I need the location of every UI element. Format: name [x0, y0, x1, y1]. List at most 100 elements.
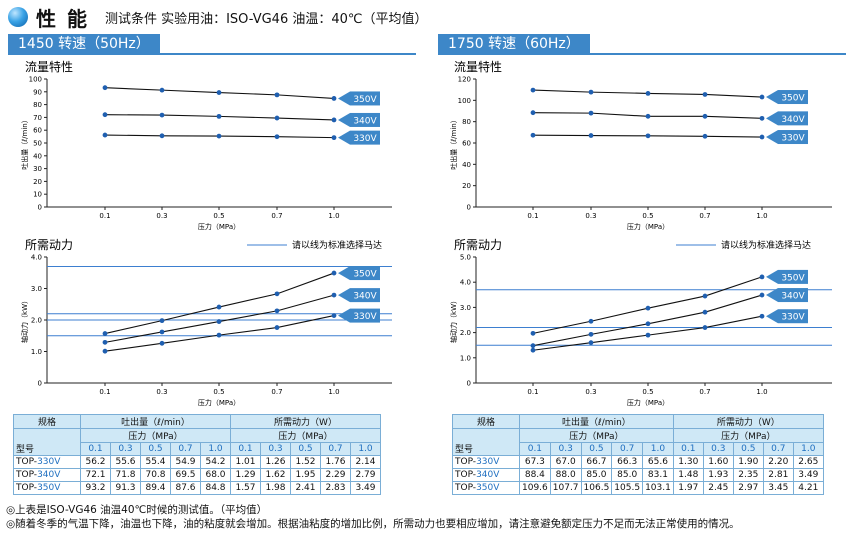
data-point — [759, 292, 765, 298]
data-point — [159, 329, 165, 335]
power-cell: 1.93 — [702, 468, 734, 482]
power-cell: 1.52 — [290, 455, 321, 469]
flow-cell: 89.4 — [140, 481, 171, 495]
x-tick-label: 0.5 — [642, 212, 653, 220]
flow-cell: 109.6 — [519, 481, 551, 495]
power-cell: 1.48 — [672, 468, 704, 482]
data-point — [216, 90, 222, 95]
model-cell: TOP-350V — [452, 481, 520, 495]
power-cell: 2.81 — [762, 468, 794, 482]
spec-table-50hz: 规格 吐出量（ℓ/min） 所需动力（W） 型号 压力（MPa） 压力（MPa） 0.1 0.… — [13, 414, 381, 495]
pressure-value: 0.1 — [519, 442, 551, 456]
flow-cell: 55.6 — [110, 455, 141, 469]
x-tick-label: 1.0 — [756, 388, 767, 396]
data-point — [159, 340, 165, 346]
series-label: 350V — [781, 94, 805, 104]
data-point — [530, 87, 536, 93]
x-tick-label: 0.1 — [99, 388, 110, 396]
data-point — [645, 321, 651, 327]
pressure-value: 0.5 — [732, 442, 764, 456]
pressure-value: 0.5 — [140, 442, 171, 456]
y-axis-label: 轴动力（kW） — [20, 297, 29, 343]
data-point — [216, 133, 222, 139]
data-point — [702, 133, 708, 139]
spec-header-spacer: 型号 — [13, 428, 81, 456]
series-label-pointer — [338, 266, 350, 281]
flow-cell: 107.7 — [549, 481, 582, 495]
data-point — [702, 309, 708, 315]
y-tick-label: 0 — [38, 380, 42, 388]
y-tick-label: 20 — [462, 182, 471, 190]
flow-cell: 106.5 — [580, 481, 613, 495]
data-point — [588, 110, 594, 116]
flow-cell: 72.1 — [80, 468, 111, 482]
series-line — [532, 294, 763, 347]
flow-cell: 85.0 — [580, 468, 613, 482]
flow-cell: 85.0 — [611, 468, 644, 482]
data-point — [759, 115, 765, 121]
table-header-row: 规格 吐出量（ℓ/min） 所需动力（W） — [13, 414, 381, 429]
flow-cell: 84.8 — [200, 481, 231, 495]
y-tick-label: 30 — [33, 165, 42, 173]
model-cell: TOP-340V — [13, 468, 81, 482]
table-header-row: 型号 压力（MPa） 压力（MPa） — [452, 428, 824, 456]
power-cell: 2.79 — [350, 468, 381, 482]
data-point — [216, 113, 222, 119]
flow-cell: 66.7 — [580, 455, 613, 469]
x-tick-label: 0.3 — [156, 388, 167, 396]
flow-cell: 67.3 — [519, 455, 551, 469]
flow-cell: 65.6 — [642, 455, 674, 469]
spec-header: 规格 — [452, 414, 520, 429]
series-label-pointer — [766, 130, 778, 145]
power-cell: 1.98 — [260, 481, 291, 495]
model-prefix: TOP- — [455, 457, 477, 467]
y-tick-label: 40 — [462, 161, 471, 169]
x-tick-label: 0.1 — [527, 388, 538, 396]
series-label-pointer — [338, 308, 350, 323]
x-tick-label: 0.5 — [213, 212, 224, 220]
pressure-value: 0.7 — [611, 442, 644, 456]
chart-title: 所需动力 — [25, 238, 73, 252]
table-row: TOP-340V 88.4 88.0 85.0 85.0 83.1 1.48 1.93 2.35… — [452, 468, 824, 482]
pressure-header: 压力（MPa） — [519, 428, 674, 443]
pressure-value: 0.5 — [580, 442, 613, 456]
series-label: 330V — [781, 134, 805, 144]
panel-divider-60hz — [438, 53, 846, 55]
page-header: 性 能 测试条件 实验用油：ISO-VG46 油温：40℃（平均值） — [8, 4, 428, 31]
series-label-pointer — [338, 112, 350, 127]
series-label: 340V — [353, 292, 377, 302]
data-point — [588, 340, 594, 346]
power-cell: 1.60 — [702, 455, 734, 469]
data-point — [702, 92, 708, 97]
y-tick-label: 80 — [33, 101, 42, 109]
x-axis-label: 压力（MPa） — [627, 222, 669, 231]
series-label: 330V — [353, 134, 377, 144]
series-label-box — [778, 111, 808, 126]
data-point — [759, 313, 765, 319]
series-label-pointer — [766, 288, 778, 303]
series-label-box — [778, 288, 808, 303]
power-cell: 3.45 — [762, 481, 794, 495]
chart-title: 流量特性 — [454, 59, 502, 74]
table-row: TOP-330V 56.2 55.6 55.4 54.9 54.2 1.01 1.26 1.52… — [13, 455, 381, 469]
y-tick-label: 3.0 — [31, 285, 42, 293]
table-row: TOP-330V 67.3 67.0 66.7 66.3 65.6 1.30 1.60 1.90… — [452, 455, 824, 469]
chart-title: 流量特性 — [25, 59, 73, 74]
power-cell: 1.95 — [290, 468, 321, 482]
series-label: 340V — [353, 116, 377, 126]
series-label: 350V — [353, 270, 377, 280]
data-point — [274, 308, 280, 314]
flow-cell: 68.0 — [200, 468, 231, 482]
y-tick-label: 70 — [33, 114, 42, 122]
flow-cell: 88.0 — [549, 468, 582, 482]
model-prefix: TOP- — [455, 470, 477, 480]
data-point — [331, 117, 337, 123]
pressure-value: 0.7 — [320, 442, 351, 456]
y-tick-label: 100 — [458, 97, 471, 105]
model-cell: TOP-330V — [13, 455, 81, 469]
flow-cell: 71.8 — [110, 468, 141, 482]
series-label-box — [350, 91, 380, 106]
pressure-header: 压力（MPa） — [230, 428, 381, 443]
y-axis-label: 吐出量（ℓ/min） — [20, 116, 29, 169]
model-prefix: TOP- — [16, 470, 38, 480]
